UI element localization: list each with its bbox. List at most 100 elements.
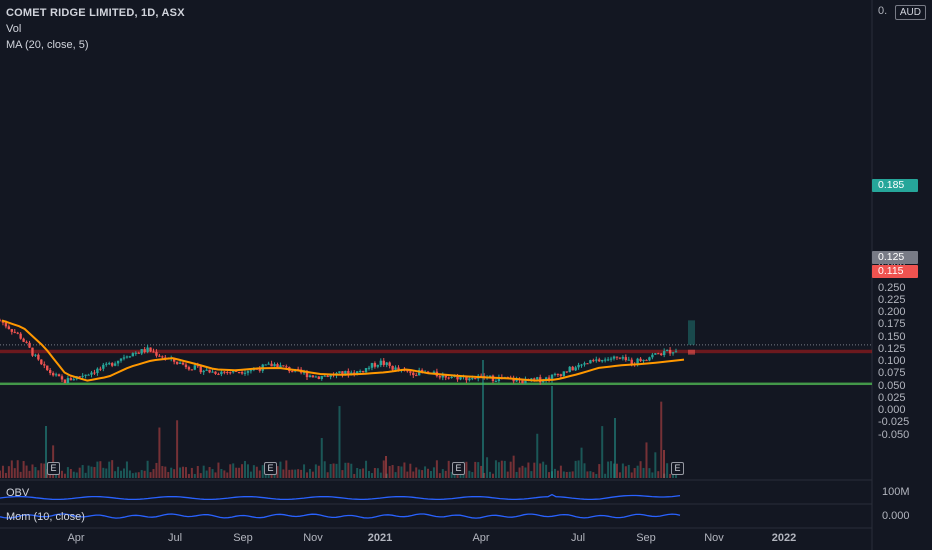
volume-bar [536, 433, 539, 478]
earnings-marker[interactable]: E [47, 462, 60, 475]
price-tag-red: 0.115 [872, 265, 918, 278]
earnings-marker[interactable]: E [264, 462, 277, 475]
volume-bar [128, 470, 131, 478]
volume-bar [235, 467, 238, 478]
candle-body [382, 360, 385, 365]
candle-body [93, 372, 96, 374]
volume-bar [81, 465, 84, 478]
volume-bar [10, 460, 13, 478]
volume-bar [583, 463, 586, 478]
volume-bar [320, 438, 323, 478]
candle-body [270, 363, 273, 367]
candle-body [329, 374, 332, 377]
candle-body [615, 356, 619, 358]
volume-bar [539, 463, 542, 478]
mom-pane-label[interactable]: Mom (10, close) [6, 511, 85, 523]
volume-bar [421, 470, 424, 478]
volume-legend[interactable]: Vol [6, 23, 22, 35]
volume-bar [503, 460, 506, 478]
candle-body [586, 363, 589, 365]
volume-bar [214, 472, 217, 478]
candle-body [624, 357, 628, 361]
candle-body [630, 359, 633, 364]
volume-bar [190, 467, 193, 478]
volume-bar [193, 473, 196, 478]
volume-bar [131, 473, 134, 478]
x-tick-label: Nov [303, 532, 323, 544]
candle-body [547, 377, 551, 381]
volume-bar [441, 469, 444, 478]
candle-body [90, 372, 93, 375]
ma-legend[interactable]: MA (20, close, 5) [6, 39, 89, 51]
volume-bar [226, 472, 229, 478]
candle-body [609, 358, 613, 360]
candle-body [636, 358, 639, 365]
candle-body [494, 381, 498, 383]
candle-body [577, 364, 580, 368]
volume-bar [311, 471, 314, 478]
candle-body [406, 370, 409, 372]
candle-body [54, 374, 58, 376]
volume-bar [491, 473, 494, 478]
candle-body [668, 349, 672, 354]
x-tick-label: Sep [636, 532, 656, 544]
y-tick-label: 0.075 [878, 367, 906, 380]
currency-button[interactable]: AUD [894, 5, 926, 20]
volume-bar [344, 462, 347, 478]
mom-axis-value: 0.000 [882, 510, 910, 522]
candle-body [394, 367, 397, 370]
volume-bar [571, 471, 574, 478]
earnings-marker[interactable]: E [452, 462, 465, 475]
volume-bar [518, 467, 521, 478]
volume-bar [294, 469, 297, 478]
volume-bar [140, 470, 143, 478]
candle-body [105, 363, 108, 365]
volume-bar [365, 460, 368, 478]
volume-bar [276, 466, 279, 478]
candle-body [282, 365, 285, 367]
volume-bar [500, 460, 503, 478]
candle-body [16, 332, 19, 334]
volume-bar [72, 471, 75, 478]
price-tag-last: 0.125 [872, 251, 918, 264]
candle-body [409, 371, 412, 373]
x-tick-label: Apr [67, 532, 85, 544]
volume-bar [621, 463, 624, 478]
candle-body [559, 374, 563, 376]
candle-body [595, 359, 598, 361]
volume-bar [7, 466, 10, 478]
candle-body [72, 379, 75, 381]
obv-pane-label[interactable]: OBV [6, 487, 30, 499]
candle-body [143, 349, 146, 353]
candle-body [459, 376, 462, 380]
volume-bar [306, 472, 309, 478]
candle-body [598, 359, 601, 362]
volume-bar [84, 472, 87, 478]
candle-body [361, 371, 365, 373]
volume-bar [604, 473, 607, 478]
volume-bar [379, 472, 382, 478]
candle-body [13, 331, 16, 333]
candle-body [19, 333, 22, 339]
candle-body [317, 376, 321, 380]
candle-body [214, 371, 217, 374]
candle-body [621, 357, 625, 359]
symbol-title[interactable]: COMET RIDGE LIMITED, 1D, ASX [6, 7, 185, 19]
volume-bar [409, 463, 412, 478]
volume-bar [515, 471, 518, 478]
volume-bar [28, 470, 31, 478]
candle-body [627, 359, 630, 361]
candle-body [110, 363, 114, 366]
candle-body [7, 326, 11, 330]
volume-bar [208, 467, 211, 478]
x-tick-label: 2022 [771, 532, 797, 544]
volume-bar [170, 467, 173, 478]
earnings-marker[interactable]: E [671, 462, 684, 475]
volume-bar [217, 462, 220, 478]
volume-bar [633, 468, 636, 478]
candle-body [662, 351, 666, 356]
candle-body [583, 363, 586, 365]
candle-body [388, 362, 391, 366]
candle-body [589, 360, 592, 364]
